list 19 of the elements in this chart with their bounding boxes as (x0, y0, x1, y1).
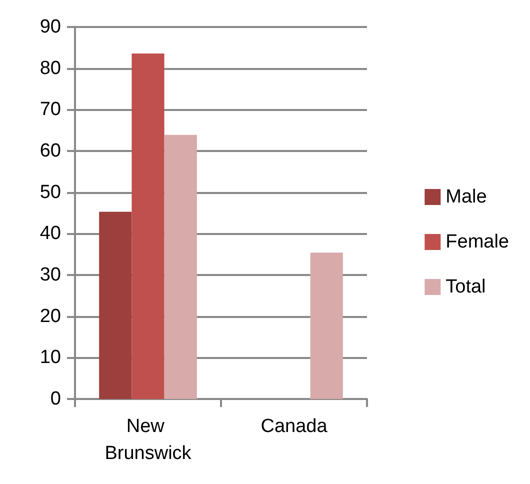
legend-label: Male (446, 186, 487, 208)
y-tick-label: 40 (40, 223, 61, 244)
y-tick-label: 60 (40, 140, 61, 162)
bar (132, 53, 164, 399)
bar (164, 134, 197, 399)
bar (99, 212, 132, 399)
bar (310, 252, 343, 399)
legend-label: Female (446, 232, 510, 252)
y-tick-label: 20 (40, 306, 61, 327)
y-tick-label: 10 (40, 347, 61, 368)
y-tick-label: 70 (40, 99, 61, 120)
y-tick-label: 80 (40, 58, 61, 79)
y-tick-label: 30 (40, 264, 61, 286)
x-tick-label: Canada (260, 416, 328, 437)
legend-label: Total (446, 276, 486, 298)
x-tick-label: New Brunswick (104, 416, 192, 464)
y-tick-label: 90 (40, 16, 61, 38)
y-tick-label: 0 (50, 388, 61, 410)
y-tick-label: 50 (40, 182, 61, 203)
